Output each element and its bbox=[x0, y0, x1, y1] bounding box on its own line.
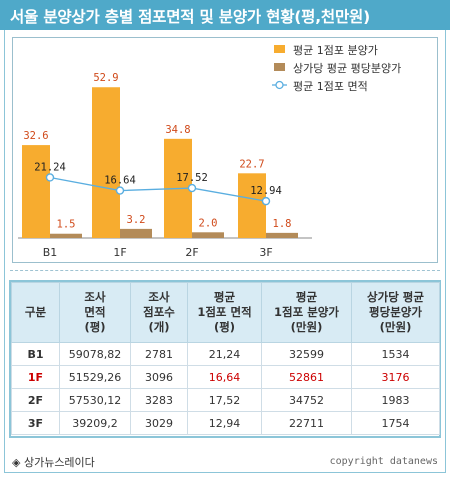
header-price-per-pyeong: 상가당 평균 평당분양가 (만원) bbox=[351, 282, 440, 343]
title-bar: 서울 분양상가 층별 점포면적 및 분양가 현황(평,천만원) bbox=[0, 0, 450, 30]
divider bbox=[10, 270, 440, 271]
chart-panel bbox=[12, 37, 438, 263]
data-label: 17.52 bbox=[176, 172, 208, 184]
table-row: 3F 39209,2 3029 12,94 22711 1754 bbox=[11, 411, 440, 435]
table-cell: 3283 bbox=[130, 388, 188, 412]
data-label: 32.6 bbox=[23, 130, 48, 142]
legend-swatch-marker bbox=[275, 80, 284, 90]
legend-label: 평균 1점포 면적 bbox=[293, 80, 368, 93]
line-point bbox=[261, 196, 271, 206]
table-cell: 21,24 bbox=[187, 342, 262, 366]
bar-avg-price bbox=[238, 173, 266, 238]
line-avg-area bbox=[49, 176, 267, 202]
table-cell: 3029 bbox=[130, 411, 188, 435]
chart-svg: 32.6 52.9 34.8 22.7 1.5 3.2 2.0 1.8 21.24 16.64 17… bbox=[18, 44, 401, 259]
data-label: 1.8 bbox=[273, 218, 292, 230]
table-cell: B1 bbox=[11, 342, 60, 366]
bar-price-per-pyeong bbox=[50, 233, 82, 238]
data-label: 22.7 bbox=[239, 158, 264, 170]
table-row: B1 59078,82 2781 21,24 32599 1534 bbox=[11, 342, 440, 366]
table-cell: 3176 bbox=[351, 365, 440, 389]
line-point bbox=[115, 186, 125, 195]
data-label: 1.5 bbox=[57, 219, 76, 231]
table-row: 1F 51529,26 3096 16,64 52861 3176 bbox=[11, 365, 440, 389]
legend-swatch bbox=[274, 63, 285, 71]
table-cell: 34752 bbox=[261, 388, 352, 412]
bar-avg-price bbox=[92, 87, 120, 238]
table-cell: 57530,12 bbox=[59, 388, 131, 412]
x-tick-label: B1 bbox=[43, 246, 58, 259]
data-label: 16.64 bbox=[104, 175, 136, 187]
table-cell: 59078,82 bbox=[59, 342, 131, 366]
table-cell: 1F bbox=[11, 365, 60, 389]
table-cell: 2781 bbox=[130, 342, 188, 366]
table-cell: 1983 bbox=[351, 388, 440, 412]
table-cell: 39209,2 bbox=[59, 411, 131, 435]
table-cell: 17,52 bbox=[187, 388, 262, 412]
header-avg-store-price: 평균 1점포 분양가 (만원) bbox=[261, 282, 352, 343]
bar-price-per-pyeong bbox=[266, 232, 298, 238]
table-cell: 1754 bbox=[351, 411, 440, 435]
header-floor: 구분 bbox=[11, 282, 60, 343]
header-avg-store-area: 평균 1점포 면적 (평) bbox=[187, 282, 262, 343]
table-cell: 1534 bbox=[351, 342, 440, 366]
data-label: 3.2 bbox=[127, 214, 146, 226]
bar-price-per-pyeong bbox=[192, 232, 224, 238]
data-label: 21.24 bbox=[34, 161, 66, 173]
table-cell: 22711 bbox=[261, 411, 352, 435]
bar-avg-price bbox=[22, 145, 50, 238]
header-survey-area: 조사 면적 (평) bbox=[59, 282, 131, 343]
copyright-label: copyright datanews bbox=[329, 456, 438, 467]
table-cell: 12,94 bbox=[187, 411, 262, 435]
source-label: ◈ 상가뉴스레이다 bbox=[12, 456, 95, 469]
table-cell: 3096 bbox=[130, 365, 188, 389]
legend-label: 상가당 평균 평당분양가 bbox=[293, 62, 401, 75]
table-header-row: 구분 조사 면적 (평) 조사 점포수 (개) 평균 1점포 면적 (평) 평균 1점포 분양… bbox=[11, 282, 440, 343]
header-store-count: 조사 점포수 (개) bbox=[130, 282, 188, 343]
data-label: 12.94 bbox=[250, 185, 282, 197]
data-label: 34.8 bbox=[165, 124, 190, 136]
x-tick-label: 2F bbox=[185, 246, 198, 259]
bar-price-per-pyeong bbox=[120, 228, 152, 238]
page-title: 서울 분양상가 층별 점포면적 및 분양가 현황(평,천만원) bbox=[10, 8, 370, 26]
table-cell: 16,64 bbox=[187, 365, 262, 389]
table-cell: 51529,26 bbox=[59, 365, 131, 389]
table-cell: 32599 bbox=[261, 342, 352, 366]
table-row: 2F 57530,12 3283 17,52 34752 1983 bbox=[11, 388, 440, 412]
table-cell: 2F bbox=[11, 388, 60, 412]
data-label: 2.0 bbox=[199, 217, 218, 229]
line-point bbox=[45, 173, 55, 182]
table-cell: 52861 bbox=[261, 365, 352, 389]
line-point bbox=[187, 183, 197, 193]
content-frame bbox=[4, 30, 446, 473]
data-label: 52.9 bbox=[93, 72, 118, 84]
legend-label: 평균 1점포 분양가 bbox=[293, 44, 378, 57]
x-tick-label: 3F bbox=[259, 246, 272, 259]
legend-swatch bbox=[274, 45, 285, 53]
table-cell: 3F bbox=[11, 411, 60, 435]
data-table: 구분 조사 면적 (평) 조사 점포수 (개) 평균 1점포 면적 (평) 평균 1점포 분양… bbox=[11, 282, 440, 435]
x-tick-label: 1F bbox=[113, 246, 126, 259]
data-table-wrapper: 구분 조사 면적 (평) 조사 점포수 (개) 평균 1점포 면적 (평) 평균 1점포 분양… bbox=[9, 280, 441, 438]
